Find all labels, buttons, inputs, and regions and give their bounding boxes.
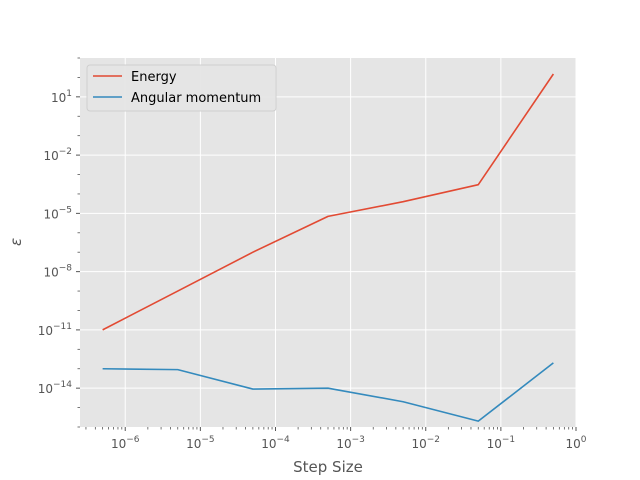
minor-ticks: [77, 57, 573, 430]
y-tick-label: 10−5: [43, 205, 72, 221]
legend-label-angular-momentum: Angular momentum: [131, 91, 261, 106]
y-tick-label: 10−8: [43, 264, 72, 280]
x-tick-label: 10−3: [336, 435, 365, 451]
major-ticks: [76, 96, 577, 431]
tick-labels: 10−6 10−5 10−4 10−3 10−2 10−1 100 101 10−2 10−5 10…: [38, 89, 587, 451]
legend: Energy Angular momentum: [86, 64, 277, 112]
x-tick-label: 10−4: [261, 435, 290, 451]
series-line-0: [102, 73, 555, 331]
y-axis-label: ε: [7, 238, 25, 246]
legend-label-energy: Energy: [131, 70, 177, 85]
y-tick-label: 101: [51, 89, 72, 105]
series-lines: [102, 73, 555, 422]
legend-box: [86, 64, 277, 112]
x-tick-label: 100: [565, 435, 586, 451]
x-tick-label: 10−5: [186, 435, 215, 451]
series-line-1: [102, 362, 554, 422]
x-axis-label: Step Size: [293, 458, 363, 476]
x-tick-label: 10−1: [487, 435, 516, 451]
x-tick-label: 10−6: [111, 435, 140, 451]
x-tick-label: 10−2: [411, 435, 440, 451]
y-tick-label: 10−11: [38, 322, 72, 338]
y-tick-label: 10−2: [43, 147, 72, 163]
y-tick-label: 10−14: [38, 380, 73, 396]
plot-area: [80, 58, 576, 427]
